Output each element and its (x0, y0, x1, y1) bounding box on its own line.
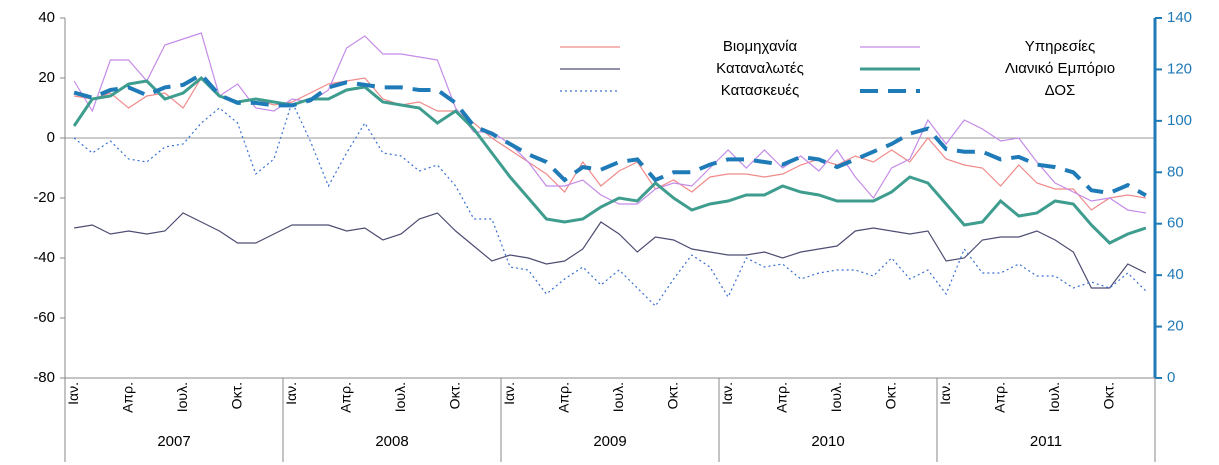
x-tick-label: Οκτ. (228, 382, 244, 409)
legend-label: Καταναλωτές (716, 60, 804, 77)
x-tick-label: Ιουλ. (828, 382, 844, 412)
x-tick-label: Οκτ. (446, 382, 462, 409)
series-line (73, 72, 1147, 198)
x-tick-label: Ιαν. (65, 382, 81, 405)
legend-label: Λιανικό Εμπόριο (1005, 60, 1115, 77)
series-line (72, 75, 1147, 245)
y2-tick-label: 60 (1167, 215, 1184, 232)
y-tick-label: 40 (38, 9, 55, 26)
x-tick-label: Απρ. (991, 382, 1007, 413)
y-tick-label: -60 (33, 309, 55, 326)
legend-label: Υπηρεσίες (1025, 38, 1095, 55)
x-tick-label: Οκτ. (882, 382, 898, 409)
y2-tick-label: 40 (1167, 266, 1184, 283)
series-line (74, 77, 1146, 211)
x-tick-label: Ιουλ. (174, 382, 190, 412)
year-label: 2011 (1030, 433, 1062, 450)
x-tick-label: Ιουλ. (610, 382, 626, 412)
y2-tick-label: 100 (1167, 112, 1192, 129)
legend-label: ΔΟΣ (1045, 82, 1076, 99)
y2-tick-label: 120 (1167, 60, 1192, 77)
x-tick-label: Απρ. (119, 382, 135, 413)
y2-tick-label: 20 (1167, 318, 1184, 335)
x-tick-label: Απρ. (555, 382, 571, 413)
x-tick-label: Ιαν. (501, 382, 517, 405)
x-tick-label: Ιουλ. (1046, 382, 1062, 412)
y2-tick-label: 80 (1167, 163, 1184, 180)
x-tick-label: Οκτ. (664, 382, 680, 409)
y2-tick-label: 140 (1167, 9, 1192, 26)
x-tick-label: Οκτ. (1100, 382, 1116, 409)
year-label: 2010 (811, 433, 844, 450)
x-tick-label: Ιαν. (283, 382, 299, 405)
y-tick-label: 0 (47, 129, 55, 146)
year-label: 2008 (375, 433, 408, 450)
x-tick-label: Ιουλ. (392, 382, 408, 412)
y-tick-label: 20 (38, 69, 55, 86)
series-line (73, 32, 1146, 214)
x-tick-label: Ιαν. (937, 382, 953, 405)
year-label: 2007 (157, 433, 190, 450)
series-line (74, 212, 1147, 289)
y2-tick-label: 0 (1167, 369, 1175, 386)
series-line (73, 100, 1147, 307)
legend-label: Βιομηχανία (723, 38, 798, 55)
y-tick-label: -20 (33, 189, 55, 206)
y-tick-label: -80 (33, 369, 55, 386)
x-tick-label: Ιαν. (719, 382, 735, 405)
x-tick-label: Απρ. (337, 382, 353, 413)
x-tick-label: Απρ. (773, 382, 789, 413)
y-tick-label: -40 (33, 249, 55, 266)
year-label: 2009 (593, 433, 626, 450)
legend-label: Κατασκευές (721, 82, 799, 99)
